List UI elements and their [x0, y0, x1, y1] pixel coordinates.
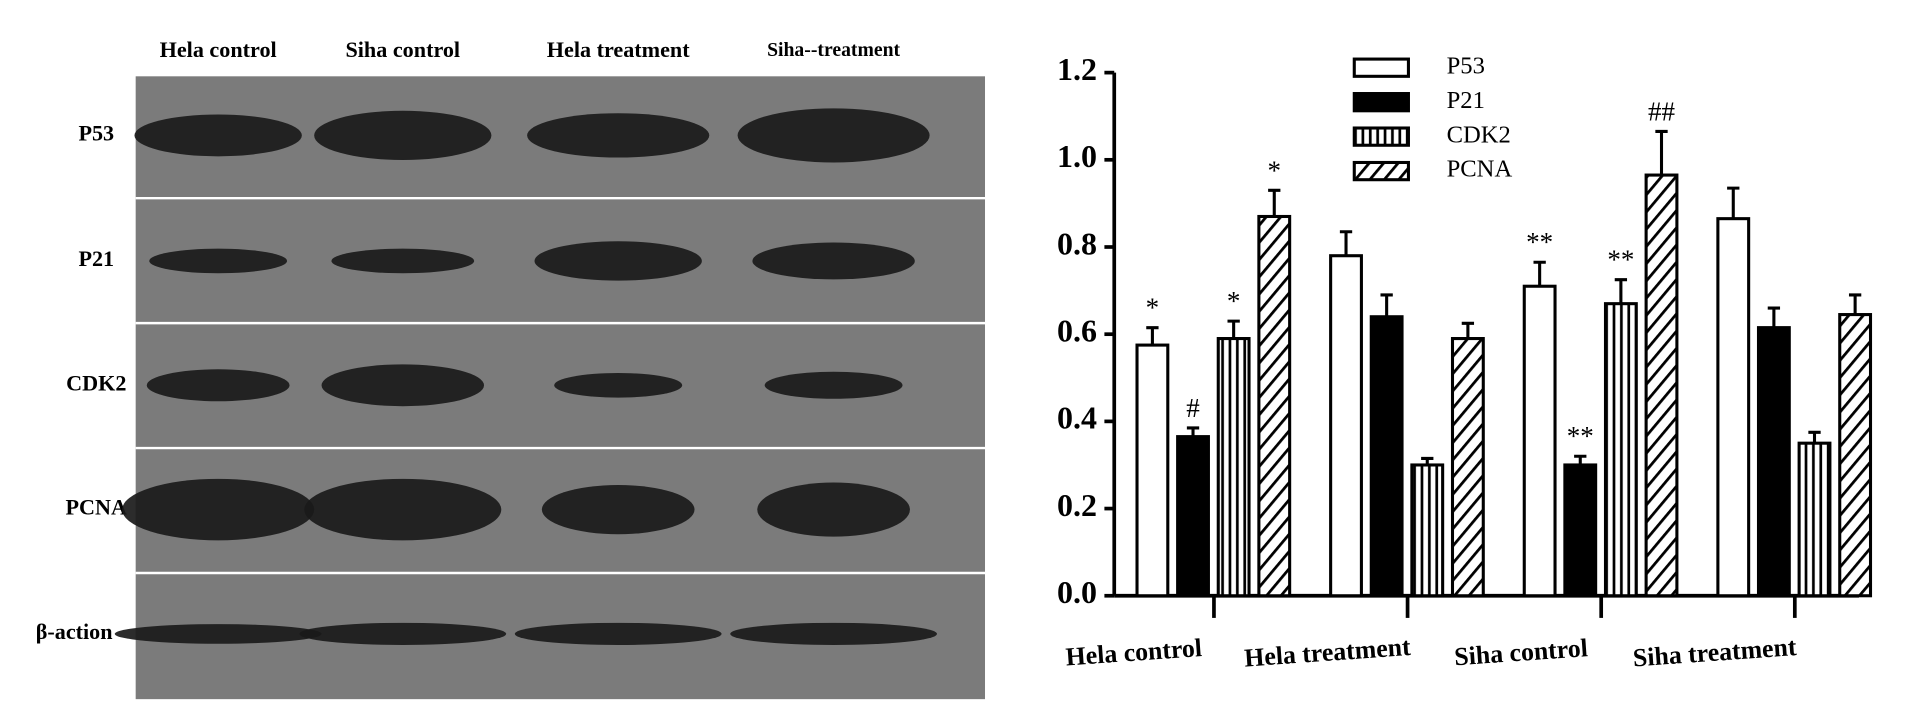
blot-band — [299, 622, 507, 645]
legend-label: P21 — [1447, 87, 1485, 114]
significance-mark: ** — [1607, 245, 1634, 275]
legend-swatch — [1352, 92, 1410, 113]
legend-swatch — [1352, 57, 1410, 78]
blot-column-label: Hela control — [160, 37, 277, 62]
bar — [1329, 254, 1363, 598]
error-bar — [1227, 319, 1240, 339]
x-tick-label: Hela control — [1065, 633, 1203, 671]
blot-row-label: P53 — [78, 120, 114, 145]
error-bar — [1339, 230, 1353, 256]
bar — [1603, 302, 1638, 598]
legend-swatch — [1352, 126, 1410, 147]
error-bar — [1186, 426, 1200, 437]
blot-band — [149, 248, 288, 274]
error-bar — [1146, 326, 1159, 346]
y-tick-label: 1.0 — [1057, 138, 1097, 174]
blot-band — [331, 248, 475, 274]
blot-band — [304, 478, 502, 541]
bar — [1257, 214, 1292, 598]
y-tick-label: 0.8 — [1057, 225, 1097, 261]
blot-row-label: β-action — [36, 619, 113, 644]
error-bar — [1655, 129, 1668, 176]
blot-band — [321, 364, 485, 407]
error-bar — [1533, 260, 1546, 287]
bar — [1563, 463, 1598, 598]
blot-column-label: Siha control — [345, 37, 460, 62]
significance-mark: ** — [1567, 421, 1594, 451]
significance-mark: * — [1227, 286, 1241, 316]
bar — [1369, 315, 1404, 598]
significance-mark: ** — [1526, 227, 1553, 257]
y-tick-label: 0.6 — [1057, 313, 1097, 349]
error-bar — [1574, 454, 1587, 465]
bar — [1522, 284, 1557, 598]
blot-band — [314, 110, 492, 161]
legend-swatch — [1352, 160, 1410, 182]
blot-band — [541, 484, 695, 535]
bar — [1716, 217, 1751, 598]
error-bar — [1421, 456, 1434, 465]
x-tick-label: Hela treatment — [1243, 632, 1412, 673]
blot-band — [764, 371, 903, 399]
blot-band — [146, 369, 290, 402]
legend-label: P53 — [1447, 52, 1485, 79]
y-tick-label: 0.4 — [1057, 400, 1097, 436]
y-tick-label: 1.2 — [1057, 51, 1097, 87]
bar — [1135, 343, 1170, 598]
legend-label: CDK2 — [1447, 121, 1511, 148]
blot-band — [527, 113, 710, 158]
blot-band — [757, 482, 910, 537]
blot-band — [737, 108, 930, 163]
bar — [1176, 435, 1210, 598]
error-bar — [1808, 430, 1821, 444]
western-blot: Hela control Siha control Hela treatment Si… — [36, 37, 986, 645]
blot-column-label: Hela treatment — [547, 37, 690, 62]
bar — [1216, 337, 1251, 598]
significance-mark: * — [1146, 293, 1160, 323]
bar — [1838, 313, 1873, 598]
error-bar — [1461, 321, 1475, 339]
bar — [1410, 463, 1445, 598]
bar — [1756, 326, 1791, 598]
significance-mark: ## — [1648, 96, 1676, 126]
y-tick-label: 0.0 — [1057, 574, 1097, 610]
blot-band — [534, 241, 702, 281]
x-tick-label: Siha treatment — [1632, 632, 1798, 672]
blot-column-label: Siha--treatment — [767, 39, 900, 61]
blot-row-label: P21 — [78, 246, 114, 271]
bar — [1644, 173, 1679, 598]
blot-band — [134, 114, 302, 157]
blot-band — [114, 624, 322, 644]
error-bar — [1727, 186, 1740, 219]
legend-label: PCNA — [1447, 156, 1513, 183]
blot-band — [752, 242, 915, 280]
blot-row-label: CDK2 — [66, 370, 126, 395]
significance-mark: * — [1267, 155, 1281, 185]
blot-band — [514, 622, 722, 645]
significance-mark: # — [1186, 393, 1200, 423]
blot-band — [122, 478, 315, 541]
error-bar — [1848, 293, 1862, 315]
bar — [1450, 337, 1485, 598]
bar — [1797, 441, 1832, 598]
error-bar — [1380, 293, 1393, 317]
x-tick-label: Siha control — [1453, 633, 1588, 671]
blot-band — [554, 372, 683, 398]
blot-band — [730, 622, 937, 645]
error-bar — [1268, 188, 1281, 217]
error-bar — [1767, 306, 1781, 328]
error-bar — [1614, 278, 1628, 304]
blot-row-label: PCNA — [66, 495, 128, 520]
y-tick-label: 0.2 — [1057, 487, 1097, 523]
